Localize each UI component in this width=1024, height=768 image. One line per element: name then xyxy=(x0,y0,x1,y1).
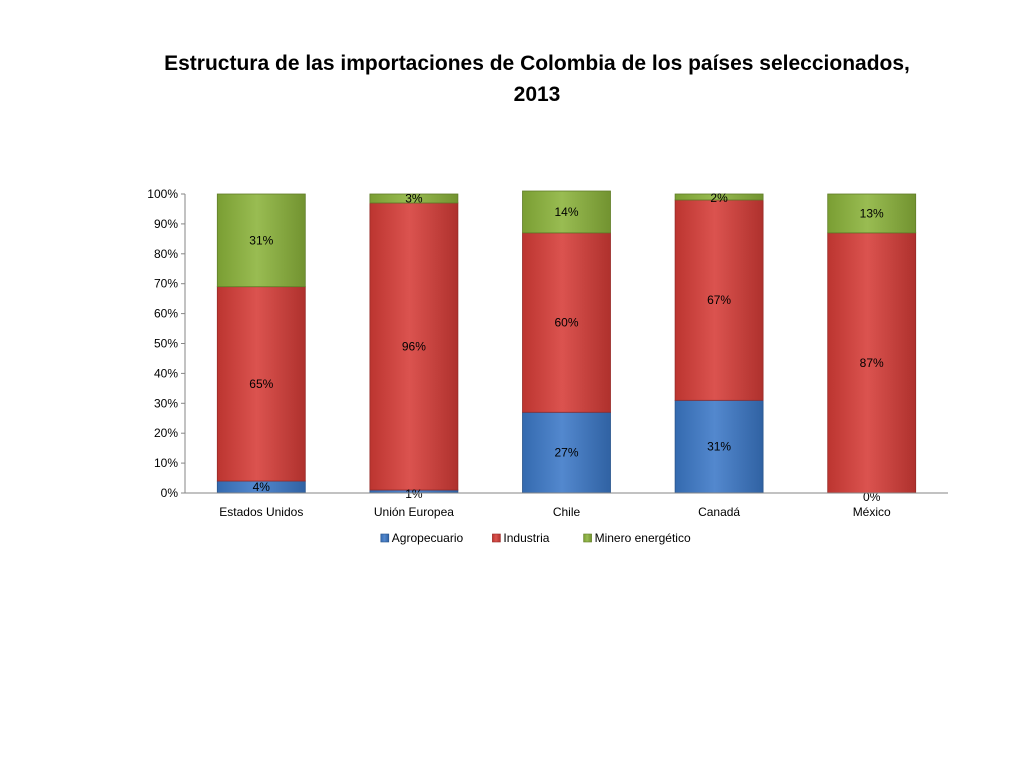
data-label: 1% xyxy=(405,487,423,501)
x-tick-label: México xyxy=(853,505,891,519)
data-label: 31% xyxy=(249,233,273,247)
legend-item-1: Industria xyxy=(492,531,550,545)
y-tick-label: 80% xyxy=(154,247,178,261)
bar-minero-energético-4 xyxy=(827,193,917,234)
y-tick-label: 10% xyxy=(154,456,178,470)
y-tick-label: 20% xyxy=(154,426,178,440)
bar-minero-energético-0 xyxy=(216,193,306,288)
y-tick-label: 100% xyxy=(147,187,178,201)
chart-title: Estructura de las importaciones de Colom… xyxy=(164,52,910,106)
data-label: 27% xyxy=(554,446,578,460)
legend: Agropecuario Industria Minero energético xyxy=(380,531,691,545)
legend-swatch xyxy=(380,533,390,543)
bar-industria-0 xyxy=(216,286,306,482)
y-tick-label: 60% xyxy=(154,307,178,321)
bar-minero-energético-1 xyxy=(369,193,459,204)
y-tick-label: 30% xyxy=(154,396,178,410)
bar-industria-1 xyxy=(369,202,459,491)
bar-industria-2 xyxy=(522,232,611,413)
data-label: 87% xyxy=(860,356,884,370)
y-tick-label: 40% xyxy=(154,366,178,380)
data-label: 31% xyxy=(707,440,731,454)
legend-item-0: Agropecuario xyxy=(380,531,464,545)
y-tick-label: 0% xyxy=(161,486,179,500)
data-label: 60% xyxy=(554,316,578,330)
data-label: 67% xyxy=(707,293,731,307)
bar-minero-energético-3 xyxy=(674,193,764,201)
data-labels: 4% 65% 31% 1% 96% 3% 27% 60% 14% 31% 67% 2% 0% 87% 13% xyxy=(249,191,884,504)
bars xyxy=(216,190,917,494)
y-tick-label: 70% xyxy=(154,277,178,291)
data-label: 2% xyxy=(710,191,728,205)
data-label: 96% xyxy=(402,339,426,353)
x-axis: Estados Unidos Unión Europea Chile Canadá Mé… xyxy=(185,492,948,519)
data-label: 3% xyxy=(405,191,423,205)
x-tick-label: Chile xyxy=(553,505,581,519)
y-tick-label: 50% xyxy=(154,337,178,351)
bar-industria-4 xyxy=(827,232,917,494)
legend-label: Industria xyxy=(503,531,549,545)
x-tick-label: Estados Unidos xyxy=(219,505,303,519)
bar-agropecuario-2 xyxy=(522,411,611,494)
y-axis: 0% 10% 20% 30% 40% 50% 60% 70% 80% 90% 100% xyxy=(147,187,186,500)
legend-label: Agropecuario xyxy=(392,531,464,545)
data-label: 14% xyxy=(554,205,578,219)
y-tick-label: 90% xyxy=(154,217,178,231)
bar-industria-3 xyxy=(674,199,764,401)
data-label: 0% xyxy=(863,490,881,504)
legend-item-2: Minero energético xyxy=(583,531,691,545)
legend-swatch xyxy=(492,533,501,543)
bar-minero-energético-2 xyxy=(522,190,611,234)
legend-swatch xyxy=(583,533,592,543)
data-label: 65% xyxy=(249,377,273,391)
data-label: 4% xyxy=(253,480,271,494)
legend-label: Minero energético xyxy=(595,531,691,545)
x-tick-label: Unión Europea xyxy=(374,505,454,519)
data-label: 13% xyxy=(860,206,884,220)
x-tick-label: Canadá xyxy=(698,505,740,519)
